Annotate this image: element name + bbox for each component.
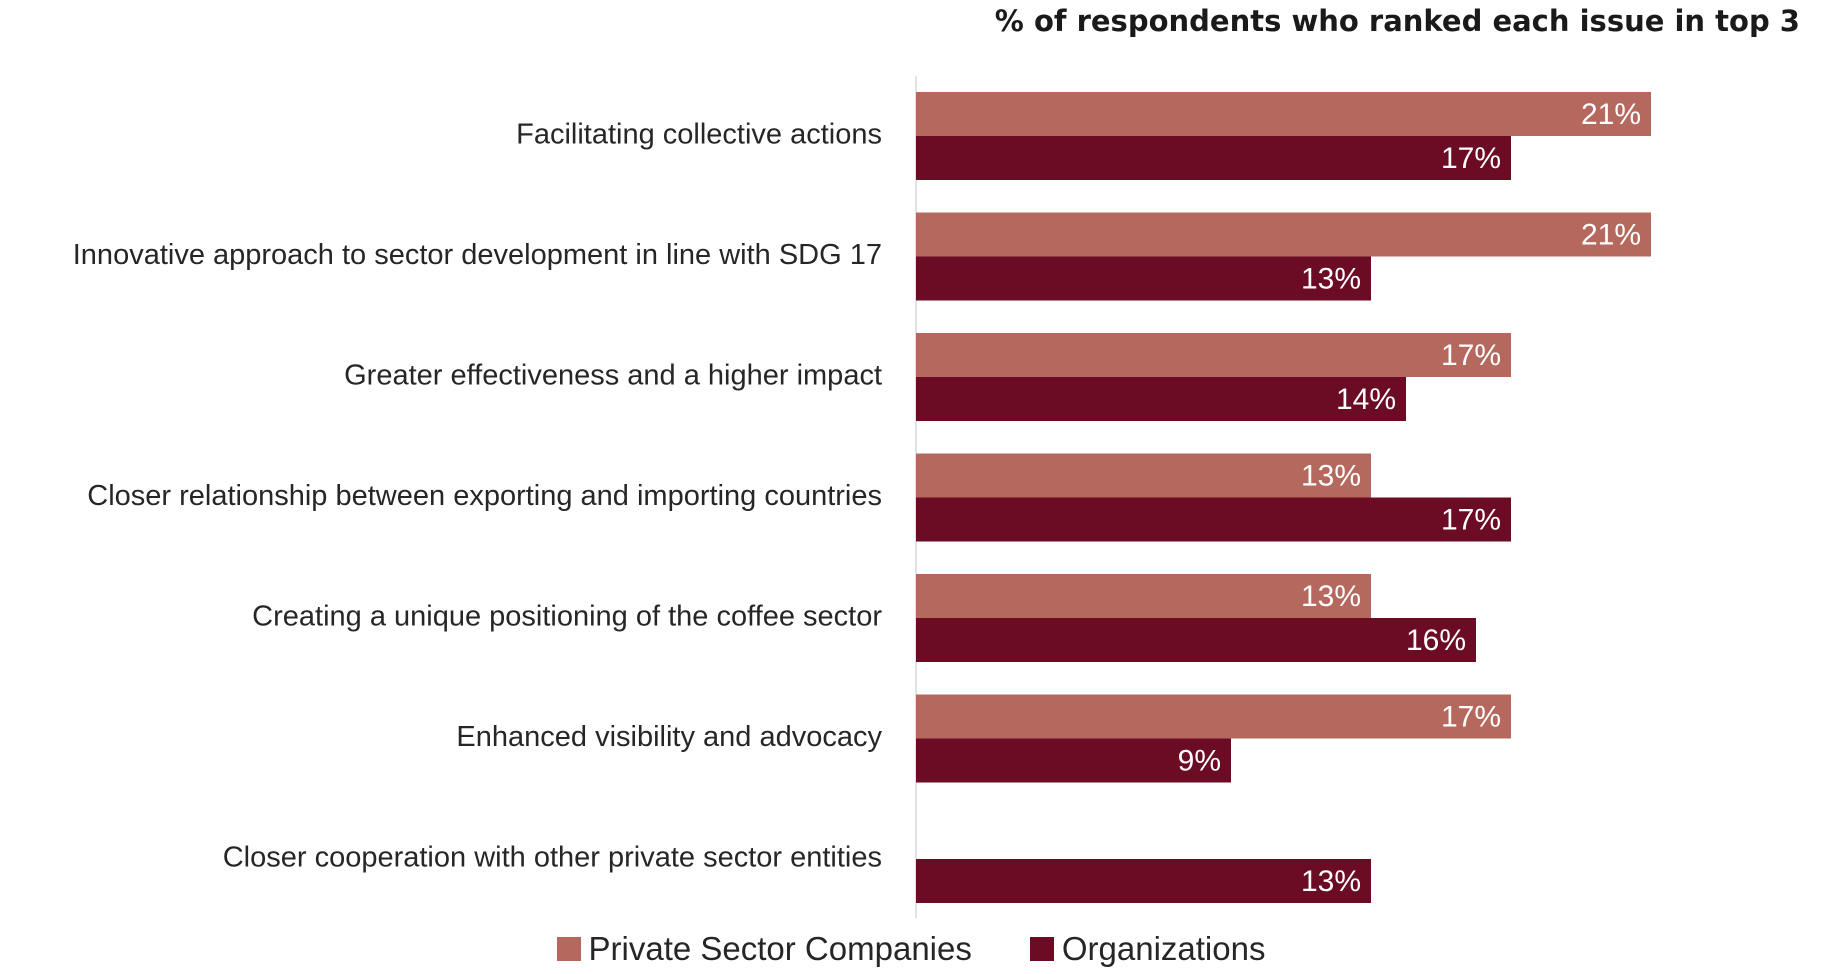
- bar-organizations: [916, 136, 1511, 180]
- legend-swatch-private-sector: [556, 937, 581, 961]
- bar-private-sector: [916, 212, 1651, 257]
- category-label: Facilitating collective actions: [516, 119, 882, 151]
- data-label: 13%: [1301, 865, 1361, 898]
- data-label: 21%: [1581, 218, 1641, 251]
- bar-organizations: [916, 497, 1511, 542]
- chart-title: % of respondents who ranked each issue i…: [994, 4, 1800, 38]
- bar-chart: Facilitating collective actions Innovativ…: [73, 76, 1651, 918]
- bar-organizations: [916, 859, 1371, 903]
- value-labels: 21% 17% 21% 13% 17% 14% 13% 17% 13% 16% 17% 9% 13%: [1178, 98, 1641, 898]
- category-labels: Facilitating collective actions Innovativ…: [73, 119, 883, 874]
- data-label: 17%: [1441, 142, 1501, 175]
- legend-label-organizations: Organizations: [1061, 930, 1266, 967]
- legend-swatch-organizations: [1029, 937, 1054, 961]
- data-label: 9%: [1178, 744, 1221, 777]
- legend-item-private-sector: Private Sector Companies: [556, 930, 972, 968]
- bar-private-sector: [916, 574, 1371, 618]
- data-label: 16%: [1406, 624, 1466, 657]
- data-label: 14%: [1336, 383, 1396, 416]
- data-label: 13%: [1301, 262, 1361, 295]
- data-label: 17%: [1441, 700, 1501, 733]
- category-label: Creating a unique positioning of the cof…: [252, 601, 882, 633]
- legend-label-private-sector: Private Sector Companies: [588, 930, 972, 967]
- bar-private-sector: [916, 92, 1651, 136]
- data-label: 17%: [1441, 339, 1501, 372]
- category-label: Greater effectiveness and a higher impac…: [344, 360, 882, 392]
- bar-private-sector: [916, 333, 1511, 377]
- legend: Private Sector Companies Organizations: [0, 930, 1822, 968]
- category-label: Enhanced visibility and advocacy: [456, 721, 882, 753]
- bars: [916, 92, 1651, 903]
- data-label: 21%: [1581, 98, 1641, 131]
- bar-organizations: [916, 377, 1406, 421]
- bar-private-sector: [916, 694, 1511, 739]
- bar-organizations: [916, 618, 1476, 662]
- data-label: 17%: [1441, 503, 1501, 536]
- data-label: 13%: [1301, 459, 1361, 492]
- bar-private-sector: [916, 453, 1371, 498]
- category-label: Innovative approach to sector developmen…: [73, 239, 882, 271]
- legend-item-organizations: Organizations: [1029, 930, 1266, 968]
- bar-organizations: [916, 256, 1371, 301]
- category-label: Closer cooperation with other private se…: [223, 842, 882, 874]
- data-label: 13%: [1301, 580, 1361, 613]
- bar-organizations: [916, 738, 1231, 783]
- category-label: Closer relationship between exporting an…: [87, 480, 882, 512]
